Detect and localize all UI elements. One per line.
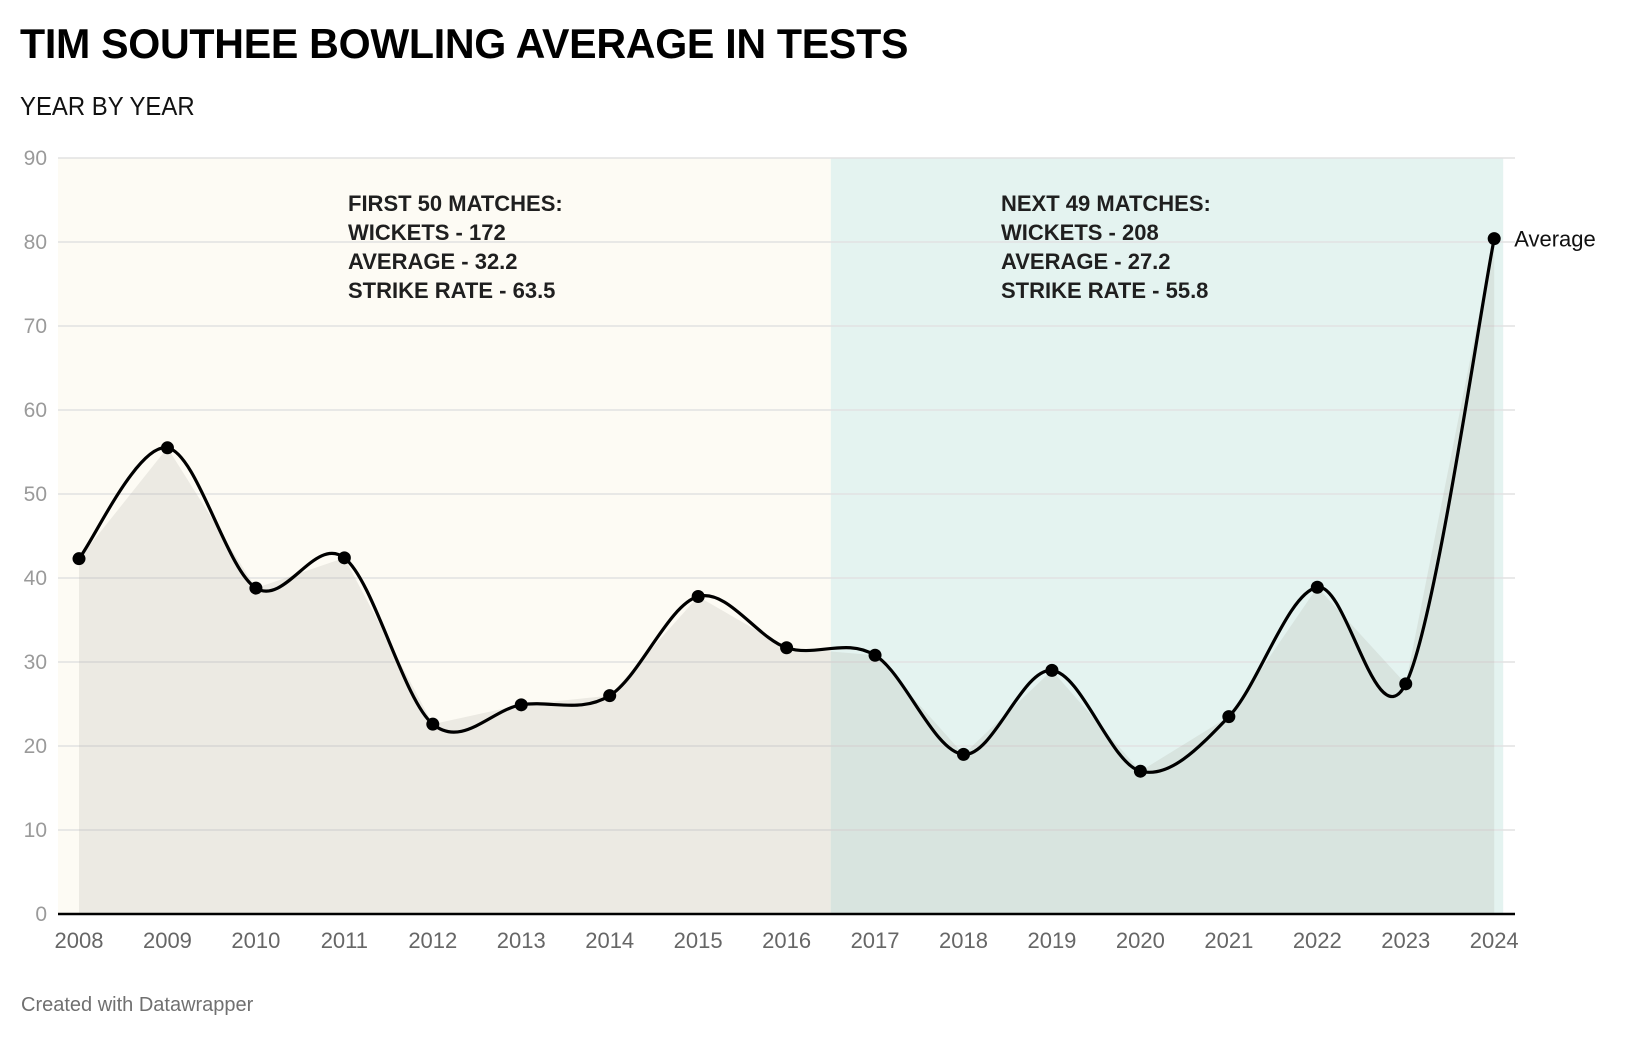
y-tick-label: 80 xyxy=(24,231,47,254)
annotation-next-49-matches: NEXT 49 MATCHES: WICKETS - 208 AVERAGE - 2… xyxy=(1001,191,1211,303)
x-tick-label: 2009 xyxy=(143,928,192,953)
data-point-2009[interactable] xyxy=(160,441,174,455)
y-tick-label: 40 xyxy=(24,567,47,590)
x-tick-label: 2023 xyxy=(1381,928,1430,953)
data-point-2008[interactable] xyxy=(72,552,86,566)
annotation-line: WICKETS - 172 xyxy=(348,220,506,245)
x-tick-label: 2018 xyxy=(939,928,988,953)
annotation-line: AVERAGE - 32.2 xyxy=(348,249,518,274)
y-tick-label: 20 xyxy=(24,735,47,758)
data-point-2013[interactable] xyxy=(514,698,528,712)
series-label-group: Average xyxy=(1514,227,1596,252)
area-fill-group xyxy=(79,238,1495,914)
x-tick-label: 2014 xyxy=(585,928,634,953)
chart-title: TIM SOUTHEE BOWLING AVERAGE IN TESTS xyxy=(20,20,909,67)
data-point-2016[interactable] xyxy=(780,641,794,655)
annotation-line: STRIKE RATE - 55.8 xyxy=(1001,278,1208,303)
x-tick-label: 2015 xyxy=(674,928,723,953)
y-tick-label: 50 xyxy=(24,483,47,506)
y-tick-label: 10 xyxy=(24,819,47,842)
y-tick-label: 0 xyxy=(35,903,47,926)
data-point-2023[interactable] xyxy=(1399,677,1413,691)
x-tick-label: 2016 xyxy=(762,928,811,953)
y-axis-ticks: 0 10 20 30 40 50 60 70 80 90 xyxy=(24,147,47,926)
annotation-line: AVERAGE - 27.2 xyxy=(1001,249,1171,274)
x-tick-label: 2012 xyxy=(408,928,457,953)
annotation-line: WICKETS - 208 xyxy=(1001,220,1159,245)
footer-credit: Created with Datawrapper xyxy=(21,994,254,1016)
annotations: FIRST 50 MATCHES: WICKETS - 172 AVERAGE - … xyxy=(348,191,1211,303)
annotation-first-50-matches: FIRST 50 MATCHES: WICKETS - 172 AVERAGE - … xyxy=(348,191,563,303)
y-tick-label: 70 xyxy=(24,315,47,338)
data-point-2019[interactable] xyxy=(1045,663,1059,677)
data-point-2024[interactable] xyxy=(1487,232,1501,246)
x-tick-label: 2019 xyxy=(1027,928,1076,953)
data-point-2018[interactable] xyxy=(957,747,970,761)
data-point-2014[interactable] xyxy=(603,689,617,703)
data-point-2022[interactable] xyxy=(1310,580,1324,594)
y-tick-label: 90 xyxy=(24,147,47,170)
data-point-2010[interactable] xyxy=(249,581,263,595)
x-tick-label: 2024 xyxy=(1470,928,1519,953)
y-tick-label: 30 xyxy=(24,651,47,674)
annotation-line: FIRST 50 MATCHES: xyxy=(348,191,563,216)
gridlines xyxy=(58,157,1515,831)
x-tick-label: 2011 xyxy=(321,928,368,953)
data-point-2020[interactable] xyxy=(1133,764,1147,778)
x-tick-label: 2008 xyxy=(55,928,104,953)
annotation-line: NEXT 49 MATCHES: xyxy=(1001,191,1211,216)
x-tick-label: 2017 xyxy=(851,928,900,953)
band-first-50-matches xyxy=(58,158,831,914)
x-tick-label: 2021 xyxy=(1204,928,1253,953)
data-point-2012[interactable] xyxy=(426,717,440,731)
annotation-line: STRIKE RATE - 63.5 xyxy=(348,278,555,303)
chart-subtitle: YEAR BY YEAR xyxy=(20,91,195,121)
x-tick-label: 2020 xyxy=(1116,928,1165,953)
data-markers xyxy=(72,232,1501,778)
band-next-49-matches xyxy=(830,158,1504,914)
data-point-2017[interactable] xyxy=(868,648,882,662)
y-tick-label: 60 xyxy=(24,399,47,422)
data-point-2021[interactable] xyxy=(1222,710,1236,724)
x-tick-label: 2013 xyxy=(497,928,546,953)
data-point-2011[interactable] xyxy=(337,551,351,565)
range-bands xyxy=(58,158,1504,914)
x-tick-label: 2022 xyxy=(1293,928,1342,953)
data-point-2015[interactable] xyxy=(691,589,705,603)
x-axis-ticks: 2008 2009 2010 2011 2012 2013 2014 2015 2016 2017… xyxy=(55,928,1519,953)
x-tick-label: 2010 xyxy=(231,928,280,953)
series-label-average: Average xyxy=(1514,227,1596,252)
area-fill xyxy=(79,238,1495,914)
